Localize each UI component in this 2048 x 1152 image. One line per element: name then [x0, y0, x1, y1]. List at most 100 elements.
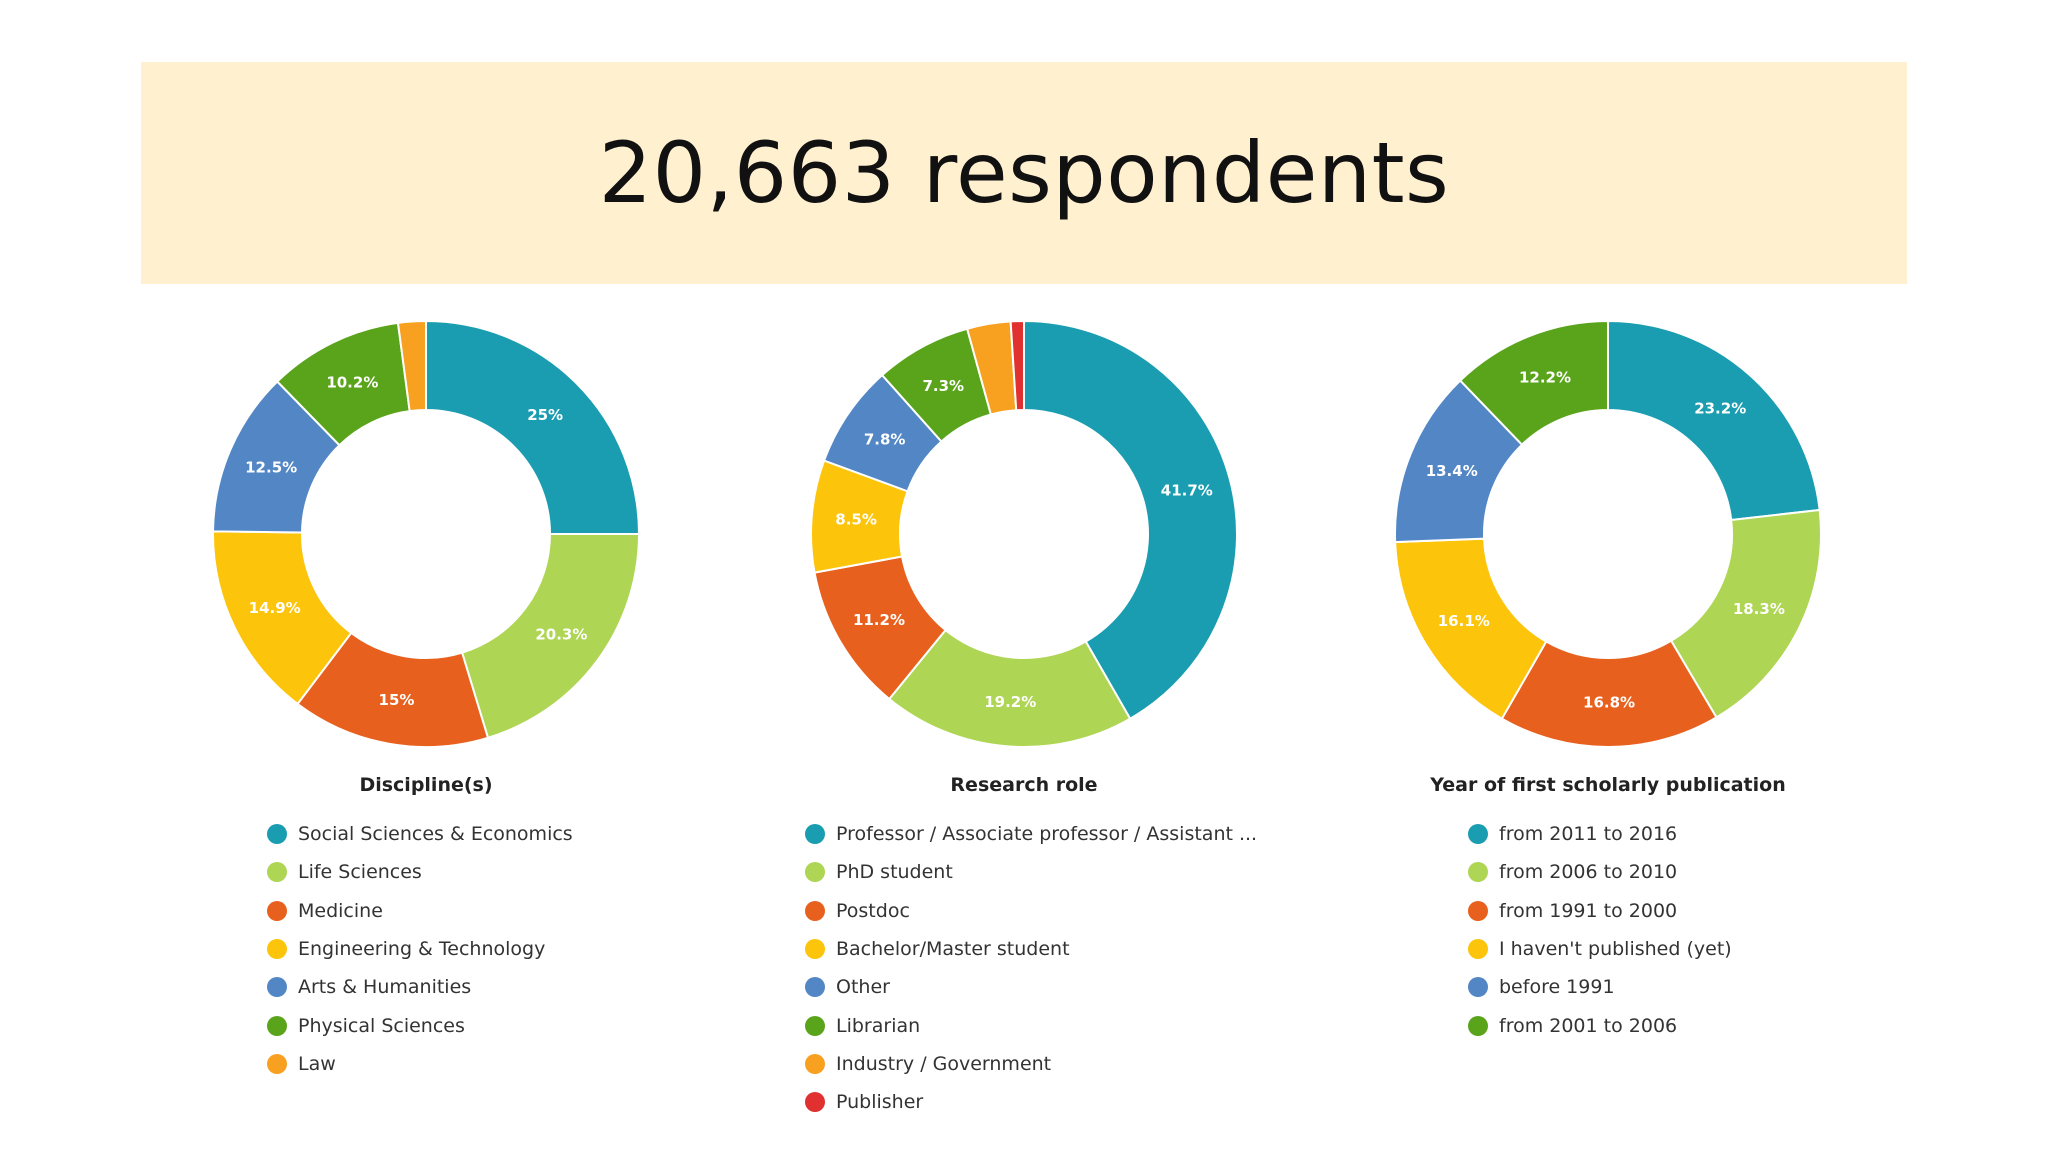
- slice-life-sciences[interactable]: [460, 533, 641, 740]
- legend-item-phd-student[interactable]: PhD student: [805, 853, 1257, 891]
- legend-item-professor-associate-professor-assistant[interactable]: Professor / Associate professor / Assist…: [805, 815, 1257, 853]
- slice-professor-associate-professor-assistant[interactable]: [1023, 319, 1238, 721]
- slice-label-other: 7.8%: [864, 430, 906, 448]
- slice-label-arts-humanities: 12.5%: [245, 459, 297, 477]
- legend-label: Engineering & Technology: [298, 938, 546, 961]
- publication-year-chart-title: Year of first scholarly publication: [1430, 774, 1786, 796]
- legend-swatch: [267, 977, 287, 998]
- legend-swatch: [1468, 862, 1488, 883]
- legend-swatch: [805, 977, 825, 998]
- legend-label: from 2011 to 2016: [1499, 823, 1678, 846]
- legend-swatch: [267, 862, 287, 883]
- legend-swatch: [805, 1015, 825, 1036]
- legend-swatch: [267, 824, 287, 845]
- legend-label: Life Sciences: [298, 861, 422, 884]
- legend-item-from-2011-to-2016[interactable]: from 2011 to 2016: [1468, 815, 1732, 853]
- legend-swatch: [267, 1015, 287, 1036]
- legend-swatch: [267, 900, 287, 921]
- legend-swatch: [1468, 939, 1488, 960]
- legend-swatch: [1468, 977, 1488, 998]
- legend-label: Arts & Humanities: [298, 976, 472, 999]
- legend-item-from-1991-to-2000[interactable]: from 1991 to 2000: [1468, 892, 1732, 930]
- legend-swatch: [805, 824, 825, 845]
- research-role-chart-title: Research role: [950, 774, 1098, 796]
- legend-label: Publisher: [836, 1091, 924, 1114]
- legend-swatch: [805, 900, 825, 921]
- slice-social-sciences-economics[interactable]: [425, 319, 641, 535]
- slice-from-2011-to-2016[interactable]: [1607, 319, 1821, 522]
- slice-label-from-2001-to-2006: 12.2%: [1519, 369, 1571, 387]
- legend-item-postdoc[interactable]: Postdoc: [805, 892, 1257, 930]
- publication-year-donut: 23.2% 18.3% 16.8% 16.1% 13.4% 12.2%: [1394, 319, 1822, 748]
- slice-label-from-2011-to-2016: 23.2%: [1694, 399, 1746, 417]
- legend-item-life-sciences[interactable]: Life Sciences: [267, 853, 573, 891]
- slice-from-2001-to-2006[interactable]: [1458, 319, 1609, 447]
- legend-item-engineering-technology[interactable]: Engineering & Technology: [267, 930, 573, 968]
- legend-swatch: [805, 1053, 825, 1074]
- legend-item-from-2001-to-2006[interactable]: from 2001 to 2006: [1468, 1006, 1732, 1044]
- legend-label: Law: [298, 1052, 336, 1075]
- discipline-legend: Social Sciences & Economics Life Sciences…: [267, 815, 573, 1083]
- legend-swatch: [805, 862, 825, 883]
- legend-label: Other: [836, 976, 890, 999]
- slice-label-i-haven-t-published-yet: 16.1%: [1438, 612, 1490, 630]
- legend-swatch: [1468, 900, 1488, 921]
- legend-label: from 1991 to 2000: [1499, 899, 1678, 922]
- legend-item-industry-government[interactable]: Industry / Government: [805, 1045, 1257, 1083]
- legend-swatch: [267, 1053, 287, 1074]
- legend-swatch: [1468, 1015, 1488, 1036]
- discipline-chart: 25% 20.3% 15% 14.9% 12.5% 10.2% Discipline(s)…: [146, 306, 706, 1152]
- slice-phd-student[interactable]: [887, 628, 1132, 748]
- legend-item-other[interactable]: Other: [805, 968, 1257, 1006]
- research-role-donut: 41.7% 19.2% 11.2% 8.5% 7.8% 7.3%: [810, 319, 1238, 748]
- legend-item-medicine[interactable]: Medicine: [267, 892, 573, 930]
- legend-label: before 1991: [1499, 976, 1615, 999]
- slice-label-professor-associate-professor-assistant: 41.7%: [1161, 482, 1213, 500]
- page-title: 20,663 respondents: [598, 124, 1450, 222]
- legend-label: Social Sciences & Economics: [298, 823, 573, 846]
- legend-swatch: [805, 1092, 825, 1113]
- legend-item-bachelor-master-student[interactable]: Bachelor/Master student: [805, 930, 1257, 968]
- legend-label: I haven't published (yet): [1499, 938, 1732, 961]
- slice-label-social-sciences-economics: 25%: [527, 406, 563, 424]
- legend-label: PhD student: [836, 861, 953, 884]
- legend-label: Medicine: [298, 899, 383, 922]
- legend-item-arts-humanities[interactable]: Arts & Humanities: [267, 968, 573, 1006]
- slice-label-from-1991-to-2000: 16.8%: [1583, 693, 1635, 711]
- legend-item-i-haven-t-published-yet[interactable]: I haven't published (yet): [1468, 930, 1732, 968]
- legend-item-before-1991[interactable]: before 1991: [1468, 968, 1732, 1006]
- legend-label: Librarian: [836, 1014, 921, 1037]
- publication-year-legend: from 2011 to 2016 from 2006 to 2010 from 1…: [1468, 815, 1732, 1045]
- legend-swatch: [805, 939, 825, 960]
- legend-item-physical-sciences[interactable]: Physical Sciences: [267, 1006, 573, 1044]
- legend-swatch: [267, 939, 287, 960]
- discipline-chart-title: Discipline(s): [359, 774, 493, 796]
- legend-item-from-2006-to-2010[interactable]: from 2006 to 2010: [1468, 853, 1732, 891]
- legend-item-librarian[interactable]: Librarian: [805, 1006, 1257, 1044]
- slice-label-phd-student: 19.2%: [984, 693, 1036, 711]
- legend-label: Physical Sciences: [298, 1014, 465, 1037]
- legend-label: Industry / Government: [836, 1052, 1052, 1075]
- slice-label-librarian: 7.3%: [922, 377, 964, 395]
- research-role-legend: Professor / Associate professor / Assist…: [805, 815, 1257, 1121]
- research-role-chart: 41.7% 19.2% 11.2% 8.5% 7.8% 7.3% Research rol…: [744, 306, 1304, 1152]
- slice-label-from-2006-to-2010: 18.3%: [1733, 600, 1785, 618]
- legend-label: Professor / Associate professor / Assist…: [836, 823, 1258, 846]
- slice-law[interactable]: [396, 319, 427, 413]
- publication-year-chart: 23.2% 18.3% 16.8% 16.1% 13.4% 12.2% Year of f…: [1328, 306, 1888, 1152]
- legend-label: Bachelor/Master student: [836, 938, 1070, 961]
- legend-label: from 2006 to 2010: [1499, 861, 1678, 884]
- legend-item-social-sciences-economics[interactable]: Social Sciences & Economics: [267, 815, 573, 853]
- legend-label: from 2001 to 2006: [1499, 1014, 1678, 1037]
- slice-label-medicine: 15%: [379, 691, 415, 709]
- legend-label: Postdoc: [836, 899, 910, 922]
- title-banner: 20,663 respondents: [141, 62, 1907, 284]
- slice-label-physical-sciences: 10.2%: [326, 373, 378, 391]
- slice-label-engineering-technology: 14.9%: [249, 599, 301, 617]
- legend-item-law[interactable]: Law: [267, 1045, 573, 1083]
- slice-label-life-sciences: 20.3%: [535, 625, 587, 643]
- slice-from-2006-to-2010[interactable]: [1669, 508, 1822, 719]
- legend-item-publisher[interactable]: Publisher: [805, 1083, 1257, 1121]
- slice-publisher[interactable]: [1009, 319, 1025, 412]
- slice-label-postdoc: 11.2%: [853, 611, 905, 629]
